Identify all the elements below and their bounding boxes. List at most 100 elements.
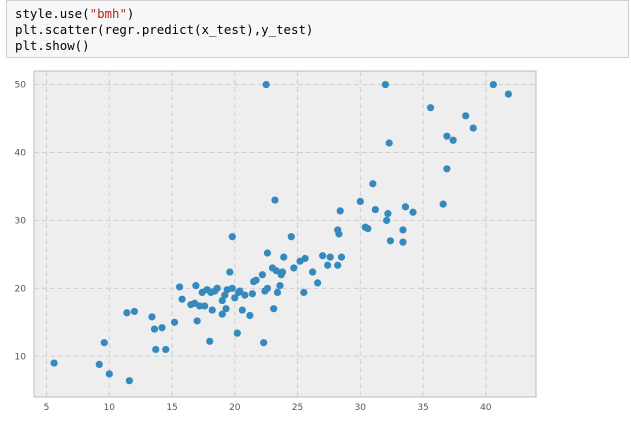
scatter-point <box>443 165 451 173</box>
scatter-point <box>218 310 226 318</box>
scatter-point <box>334 261 342 269</box>
x-tick-label: 40 <box>480 403 492 413</box>
scatter-point <box>369 180 377 188</box>
scatter-point <box>233 329 241 337</box>
x-tick-label: 30 <box>355 403 367 413</box>
scatter-point <box>443 132 451 140</box>
scatter-point <box>130 307 138 316</box>
x-tick-label: 35 <box>417 403 428 413</box>
y-tick-label: 10 <box>15 352 27 362</box>
scatter-point <box>175 283 184 291</box>
scatter-point <box>258 271 267 279</box>
x-tick-label: 5 <box>44 403 50 413</box>
y-tick-label: 30 <box>15 216 27 226</box>
scatter-point <box>228 233 236 241</box>
scatter-point <box>125 377 133 385</box>
scatter-point <box>314 279 322 287</box>
y-tick-label: 40 <box>15 149 27 159</box>
scatter-point <box>319 252 327 260</box>
scatter-point <box>364 224 372 233</box>
scatter-point <box>385 139 393 147</box>
scatter-point <box>95 360 103 368</box>
scatter-point <box>213 284 221 292</box>
scatter-point <box>371 205 379 214</box>
scatter-point <box>228 284 236 292</box>
scatter-point <box>238 306 246 314</box>
scatter-point <box>449 136 457 144</box>
scatter-point <box>273 288 282 297</box>
scatter-point <box>356 197 364 205</box>
scatter-point <box>271 196 279 204</box>
scatter-point <box>386 237 395 245</box>
scatter-chart: 5 10 15 20 25 30 35 40 10 20 30 40 50 <box>15 70 537 413</box>
scatter-point <box>193 317 201 325</box>
scatter-point <box>246 311 254 320</box>
scatter-point <box>336 207 344 215</box>
scatter-point <box>150 325 159 333</box>
scatter-point <box>206 337 214 345</box>
scatter-point <box>162 345 170 354</box>
scatter-point <box>158 324 166 332</box>
scatter-point <box>309 268 317 276</box>
scatter-point <box>383 216 391 225</box>
scatter-point <box>105 370 113 378</box>
scatter-point <box>260 339 268 347</box>
code-text: ) <box>126 6 135 21</box>
y-tick-label: 50 <box>15 81 27 91</box>
tick-labels: 5 10 15 20 25 30 35 40 10 20 30 40 50 <box>15 81 492 413</box>
scatter-point <box>152 345 160 354</box>
scatter-point <box>222 305 230 313</box>
scatter-point <box>178 295 186 303</box>
scatter-point <box>276 282 284 290</box>
scatter-point <box>278 268 287 276</box>
scatter-point <box>462 112 470 120</box>
scatter-point <box>270 305 278 313</box>
scatter-point <box>381 80 389 89</box>
scatter-point <box>263 284 272 292</box>
scatter-point <box>208 306 216 314</box>
scatter-point <box>469 124 477 132</box>
scatter-point <box>263 249 272 257</box>
scatter-point <box>326 253 334 261</box>
scatter-point <box>272 267 280 275</box>
scatter-point <box>337 253 346 261</box>
grid-lines <box>34 71 536 397</box>
y-tick-label: 20 <box>15 284 27 294</box>
scatter-point <box>399 238 407 246</box>
scatter-point <box>300 288 308 297</box>
scatter-point <box>231 294 239 302</box>
scatter-point <box>241 291 249 299</box>
scatter-point <box>324 261 332 269</box>
plot-area <box>33 70 537 398</box>
scatter-point <box>148 313 156 321</box>
scatter-point <box>439 200 447 208</box>
scatter-point <box>262 80 270 89</box>
scatter-point <box>170 318 179 326</box>
scatter-point <box>280 253 288 261</box>
scatter-point <box>426 104 435 112</box>
scatter-point <box>399 226 407 234</box>
scatter-point <box>287 233 295 241</box>
scatter-point <box>221 291 229 299</box>
scatter-point <box>489 80 497 89</box>
scatter-point <box>226 268 234 276</box>
scatter-point <box>252 276 260 284</box>
scatter-point <box>100 339 108 347</box>
scatter-point <box>196 302 204 310</box>
scatter-point <box>201 302 209 310</box>
scatter-point <box>401 203 410 211</box>
scatter-point <box>384 210 392 218</box>
code-cell[interactable]: style.use("bmh") plt.scatter(regr.predic… <box>6 0 629 58</box>
code-text: style.use( <box>15 6 90 21</box>
scatter-point <box>290 264 298 272</box>
scatter-point <box>409 208 417 216</box>
scatter-point <box>236 287 244 295</box>
cell-output: 5 10 15 20 25 30 35 40 10 20 30 40 50 <box>0 66 631 425</box>
scatter-point <box>192 282 200 290</box>
x-tick-label: 15 <box>166 403 177 413</box>
code-line-3: plt.show() <box>15 38 90 53</box>
scatter-point <box>123 309 131 317</box>
scatter-point <box>335 230 343 238</box>
data-points <box>50 80 512 385</box>
code-line-2: plt.scatter(regr.predict(x_test),y_test) <box>15 22 314 37</box>
